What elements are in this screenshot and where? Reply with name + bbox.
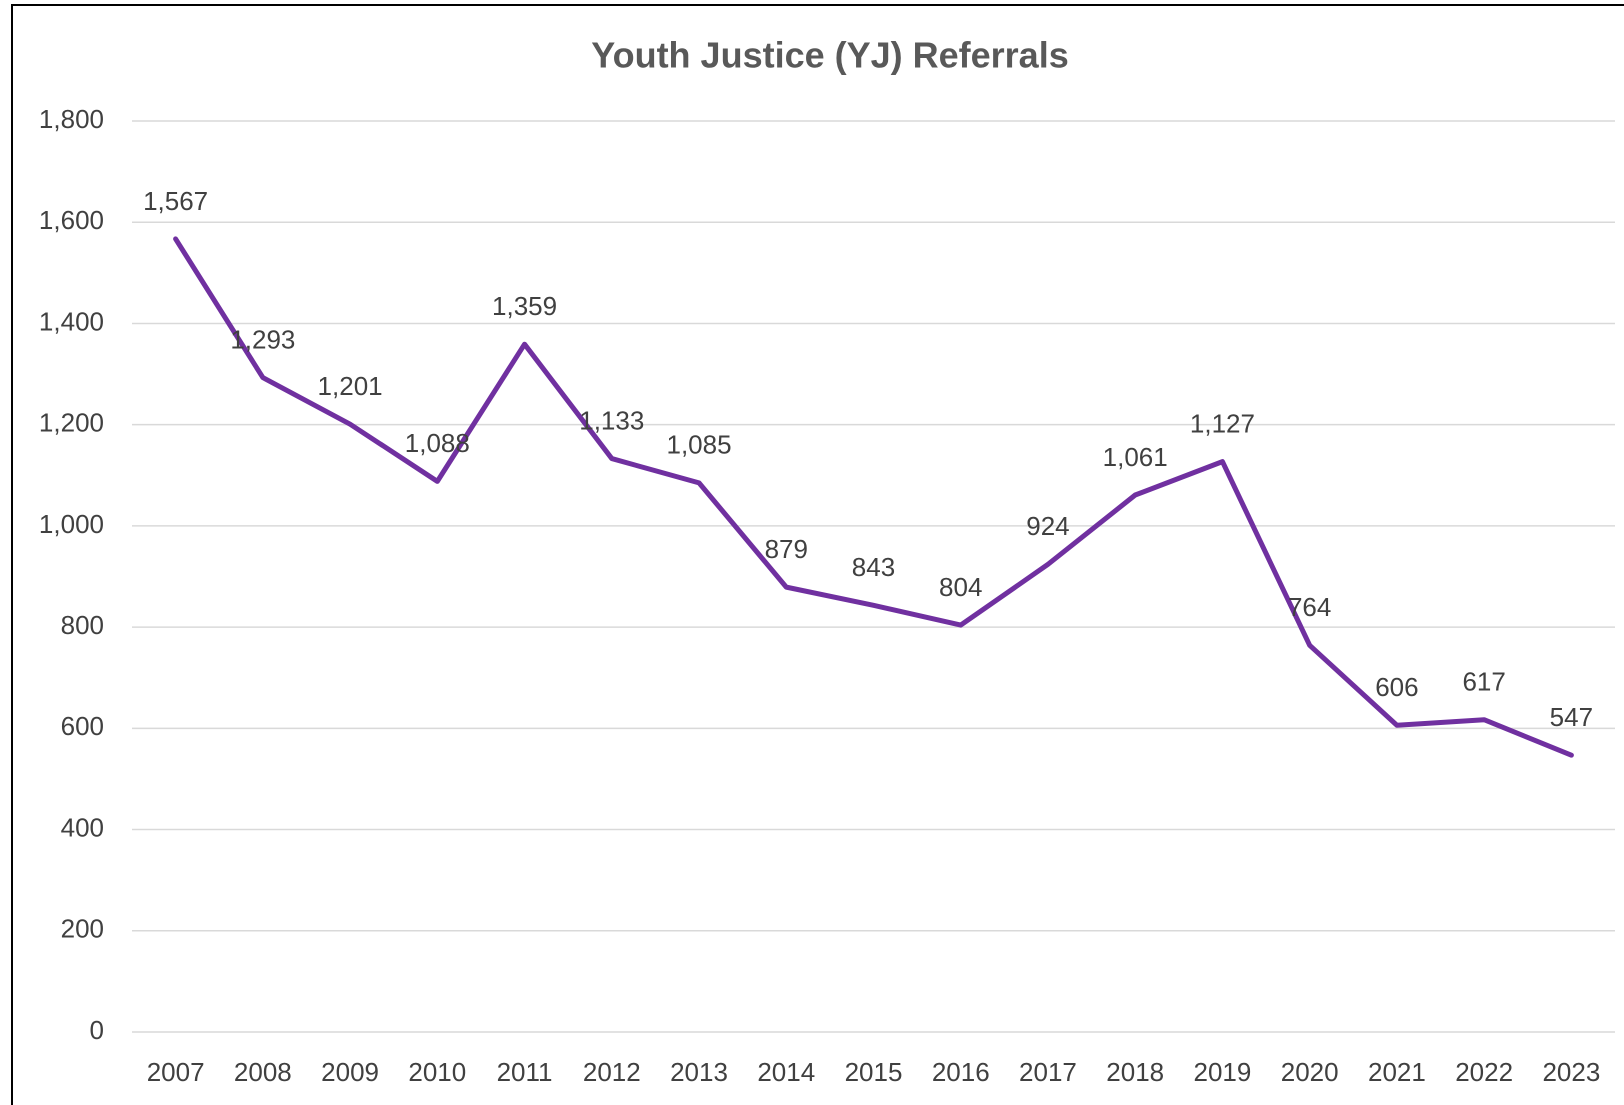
x-tick-label: 2011 (497, 1057, 553, 1087)
x-tick-label: 2010 (408, 1057, 466, 1087)
data-label: 1,567 (143, 186, 208, 216)
data-label: 1,133 (579, 405, 644, 435)
y-tick-label: 1,600 (39, 205, 104, 235)
data-label: 924 (1026, 511, 1069, 541)
x-tick-label: 2008 (234, 1057, 292, 1087)
y-tick-label: 1,400 (39, 306, 104, 336)
data-label: 606 (1375, 672, 1418, 702)
x-tick-label: 2018 (1106, 1057, 1164, 1087)
x-tick-label: 2014 (757, 1057, 815, 1087)
x-tick-label: 2013 (670, 1057, 728, 1087)
data-label: 1,293 (230, 324, 295, 354)
y-tick-label: 0 (90, 1015, 104, 1045)
y-tick-label: 1,000 (39, 509, 104, 539)
x-tick-label: 2015 (845, 1057, 903, 1087)
y-tick-label: 1,200 (39, 408, 104, 438)
y-tick-label: 200 (61, 914, 104, 944)
data-line (173, 236, 1574, 758)
x-tick-label: 2021 (1368, 1057, 1426, 1087)
chart-title: Youth Justice (YJ) Referrals (591, 35, 1068, 76)
data-label: 547 (1550, 702, 1593, 732)
data-label: 1,359 (492, 291, 557, 321)
data-label: 1,201 (318, 371, 383, 401)
chart-frame (11, 4, 1624, 1105)
y-tick-label: 600 (61, 711, 104, 741)
x-tick-label: 2020 (1281, 1057, 1339, 1087)
x-tick-label: 2012 (583, 1057, 641, 1087)
data-label: 617 (1462, 667, 1505, 697)
data-label: 764 (1288, 592, 1331, 622)
data-label: 1,127 (1190, 408, 1255, 438)
y-tick-label: 400 (61, 812, 104, 842)
x-tick-label: 2007 (147, 1057, 205, 1087)
data-label: 843 (852, 552, 895, 582)
y-tick-label: 800 (61, 610, 104, 640)
data-label: 1,088 (405, 428, 470, 458)
data-label: 1,085 (666, 430, 731, 460)
data-label: 879 (765, 534, 808, 564)
x-tick-label: 2019 (1194, 1057, 1252, 1087)
x-tick-label: 2023 (1542, 1057, 1600, 1087)
data-label: 1,061 (1103, 442, 1168, 472)
y-tick-label: 1,800 (39, 104, 104, 134)
x-tick-label: 2022 (1455, 1057, 1513, 1087)
x-tick-label: 2017 (1019, 1057, 1077, 1087)
x-tick-label: 2016 (932, 1057, 990, 1087)
x-tick-label: 2009 (321, 1057, 379, 1087)
data-label: 804 (939, 572, 982, 602)
